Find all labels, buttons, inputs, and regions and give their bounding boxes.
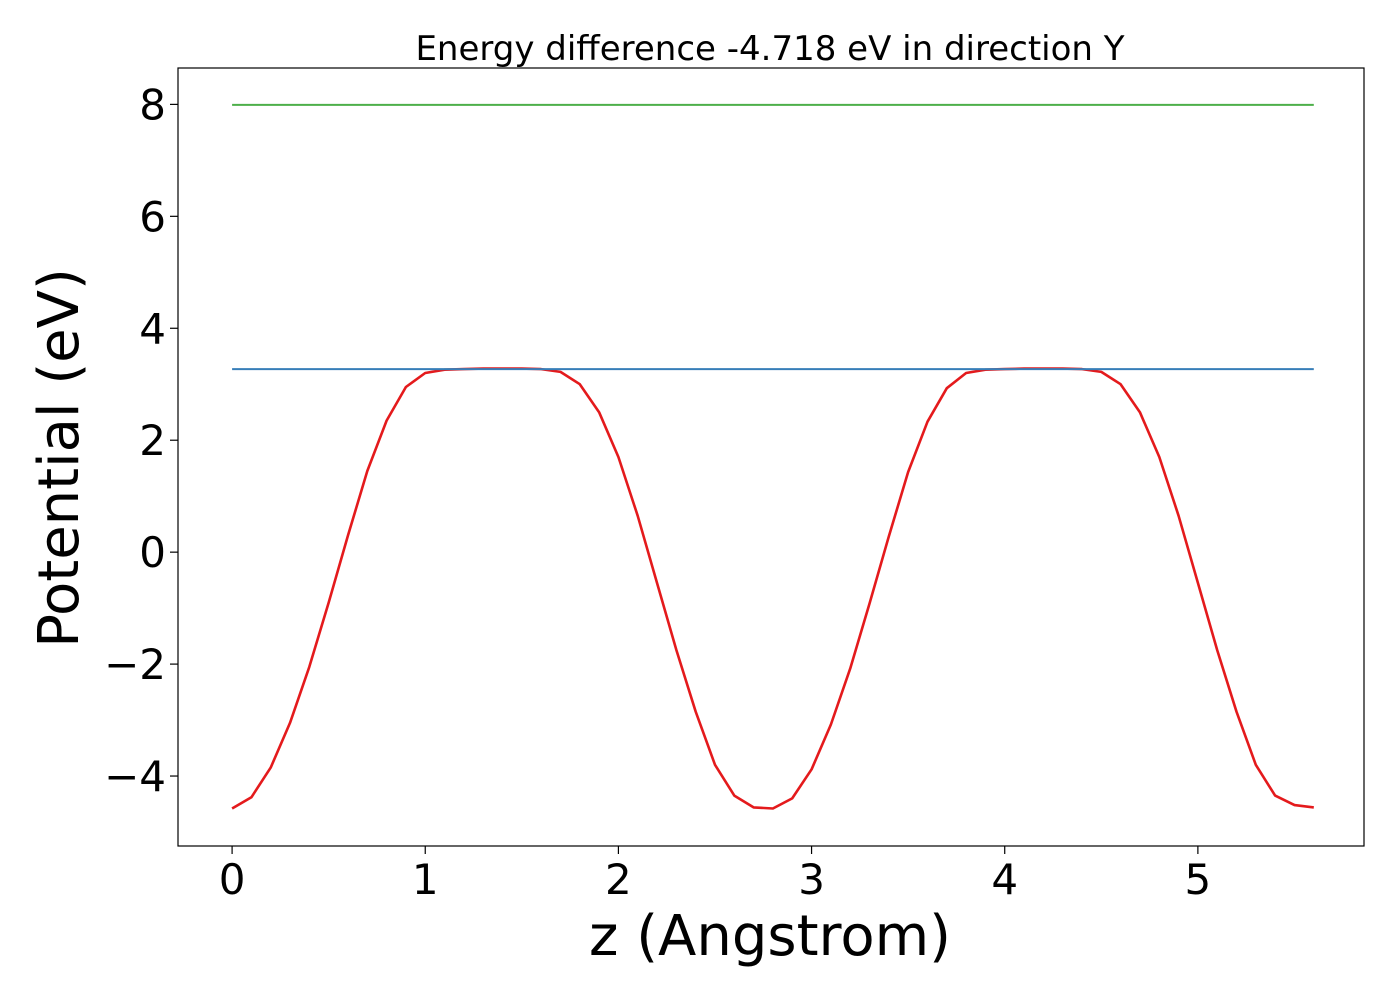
plot-area: 0 1 2 3 4 5 −4 −2 0 2 4 6 8 (104, 67, 1365, 904)
x-axis-label: z (Angstrom) (589, 904, 951, 969)
series-line-potential (231, 367, 1314, 810)
x-tick-label: 0 (219, 855, 246, 904)
y-tick-label: −4 (104, 752, 166, 801)
chart-title: Energy difference -4.718 eV in direction… (415, 29, 1124, 69)
y-axis-label: Potential (eV) (27, 268, 92, 648)
y-tick-label: 0 (139, 528, 166, 577)
x-tick-label: 1 (412, 855, 439, 904)
y-tick-label: 2 (139, 416, 166, 465)
y-tick-label: 4 (139, 304, 166, 353)
y-tick-label: 6 (139, 192, 166, 241)
y-tick-label: −2 (104, 640, 166, 689)
x-tick-label: 5 (1185, 855, 1212, 904)
x-tick-label: 4 (991, 855, 1018, 904)
x-tick-label: 2 (605, 855, 632, 904)
axes-frame (177, 67, 1365, 847)
y-tick-label: 8 (139, 80, 166, 129)
x-tick-label: 3 (798, 855, 825, 904)
